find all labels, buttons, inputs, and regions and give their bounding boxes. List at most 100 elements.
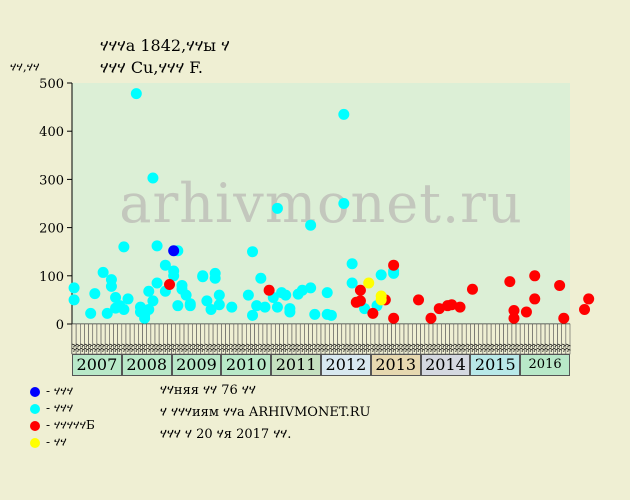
month-label: ሃሃ [460, 343, 469, 352]
data-point-main [143, 285, 155, 297]
data-point-auction [354, 295, 366, 307]
data-point-main [147, 172, 159, 184]
month-label: ሃሃ [439, 343, 448, 352]
month-label: ሃሃ [199, 343, 208, 352]
data-point-main [168, 265, 180, 277]
month-label: ሃሃ [319, 343, 328, 352]
data-point-main [247, 309, 259, 321]
data-point-main [271, 202, 283, 214]
data-point-main [242, 289, 254, 301]
legend-swatch-auction [30, 420, 40, 431]
data-point-main [122, 293, 134, 305]
legend-swatch-main [30, 403, 40, 414]
data-point-main [101, 307, 113, 319]
month-label: ሃሃ [381, 343, 390, 352]
month-label: ሃሃ [531, 343, 540, 352]
data-point-main [143, 304, 155, 316]
data-point-main [97, 266, 109, 278]
data-point-main [151, 240, 163, 252]
data-point-auction [529, 293, 541, 305]
data-point-main [321, 287, 333, 299]
data-point-main [255, 272, 267, 284]
data-point-auction [388, 259, 400, 271]
month-label: ሃሃ [551, 343, 560, 352]
month-label: ሃሃ [352, 343, 361, 352]
month-label: ሃሃ [348, 343, 357, 352]
notes-block: ሃሃняя ሃሃ 76 ሃሃ ሃ ሃሃሃиям ሃሃа ARHIVMONET.R… [160, 380, 370, 446]
month-label: ሃሃ [473, 343, 482, 352]
month-label: ሃሃ [170, 343, 179, 352]
month-label: ሃሃ [431, 343, 440, 352]
month-label: ሃሃ [157, 343, 166, 352]
data-point-other [363, 277, 375, 289]
data-point-main [338, 198, 350, 209]
month-label: ሃሃ [423, 343, 432, 352]
month-label: ሃሃ [311, 343, 320, 352]
y-tick-label: 400 [39, 125, 64, 140]
month-label: ሃሃ [91, 343, 100, 352]
data-point-main [338, 108, 350, 120]
month-label: ሃሃ [307, 343, 316, 352]
data-point-auction [466, 283, 478, 295]
month-label: ሃሃ [427, 343, 436, 352]
month-label: ሃሃ [286, 343, 295, 352]
month-label: ሃሃ [539, 343, 548, 352]
month-label: ሃሃ [136, 343, 145, 352]
month-label: ሃሃ [361, 343, 370, 352]
data-point-main [305, 282, 317, 294]
data-point-main [309, 308, 321, 320]
data-point-auction [529, 270, 541, 282]
month-label: ሃሃ [385, 343, 394, 352]
month-label: ሃሃ [514, 343, 523, 352]
data-point-main [346, 277, 358, 289]
month-label: ሃሃ [506, 343, 515, 352]
data-point-main [205, 304, 217, 316]
month-label: ሃሃ [456, 343, 465, 352]
month-label: ሃሃ [207, 343, 216, 352]
year-label-2015: 2015 [470, 354, 521, 376]
month-label: ሃሃ [265, 343, 274, 352]
legend-item-other: - ሃሃ [30, 434, 95, 451]
month-label: ሃሃ [522, 343, 531, 352]
year-label-2009: 2009 [171, 354, 222, 376]
month-label: ሃሃ [373, 343, 382, 352]
month-label: ሃሃ [132, 343, 141, 352]
month-label: ሃሃ [390, 343, 399, 352]
data-point-main [305, 219, 317, 231]
month-label: ሃሃ [332, 343, 341, 352]
legend-swatch-vip [30, 386, 40, 397]
data-point-auction [508, 305, 520, 317]
month-label: ሃሃ [344, 343, 353, 352]
year-label-2012: 2012 [321, 354, 371, 376]
data-point-main [118, 304, 130, 316]
data-point-main [213, 289, 225, 301]
data-point-auction [558, 312, 570, 324]
data-point-auction [579, 304, 591, 316]
month-label: ሃሃ [398, 343, 407, 352]
year-label-2013: 2013 [370, 354, 421, 376]
month-label: ሃሃ [95, 343, 104, 352]
month-label: ሃሃ [510, 343, 519, 352]
data-point-auction [508, 312, 520, 324]
month-label: ሃሃ [215, 343, 224, 352]
data-point-main [197, 271, 209, 283]
data-point-main [151, 277, 163, 289]
data-point-vip [168, 245, 180, 257]
month-label: ሃሃ [556, 343, 565, 352]
data-point-auction [164, 278, 176, 290]
y-tick-label: 200 [39, 222, 64, 237]
month-label: ሃሃ [477, 343, 486, 352]
month-label: ሃሃ [120, 343, 129, 352]
month-label: ሃሃ [543, 343, 552, 352]
data-point-main [213, 299, 225, 311]
data-point-auction [446, 299, 458, 311]
data-point-main [118, 241, 130, 253]
month-label: ሃሃ [323, 343, 332, 352]
data-point-main [105, 280, 117, 292]
month-label: ሃሃ [435, 343, 444, 352]
data-point-main [110, 291, 122, 303]
month-label: ሃሃ [564, 343, 573, 352]
data-point-main [226, 301, 238, 313]
month-label: ሃሃ [290, 343, 299, 352]
